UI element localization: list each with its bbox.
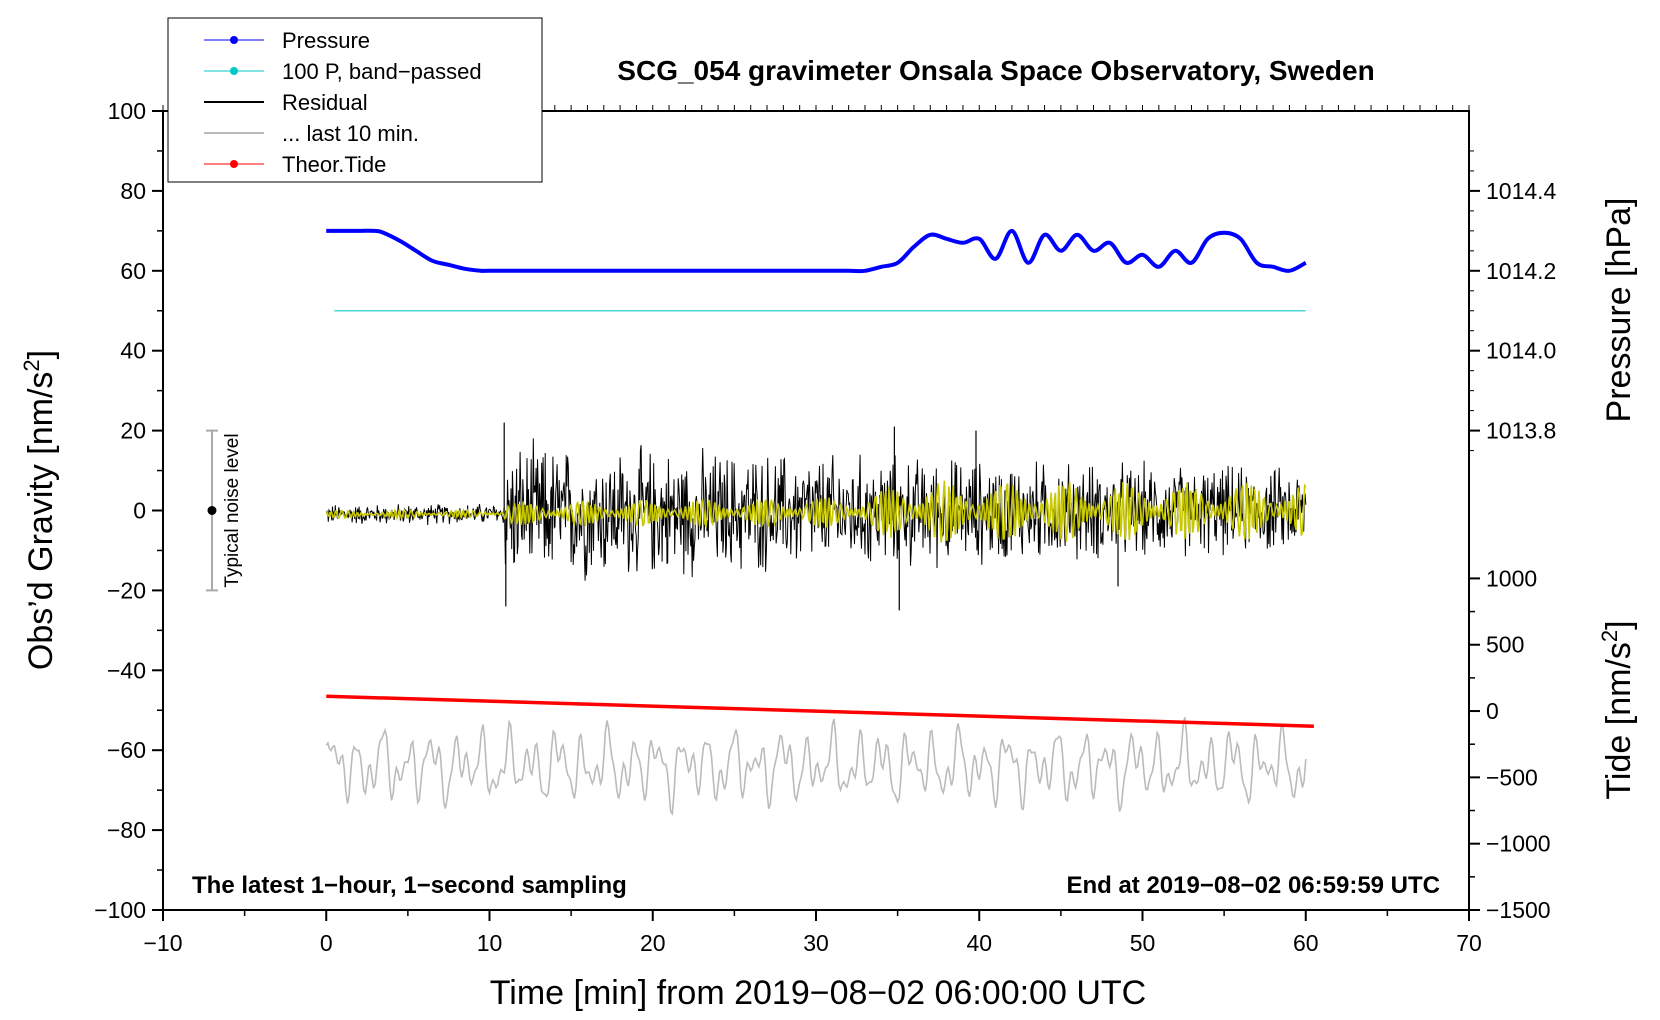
y-tick-label: 100 [108,98,146,124]
y-tick-label: 40 [120,338,146,364]
y-tick-label: −80 [107,817,146,843]
pressure-tick-label: 1014.2 [1486,258,1556,284]
tide-axis-title: Tide [nm/s2] [1597,620,1638,799]
legend-label: ... last 10 min. [282,121,419,146]
y-tick-label: −100 [94,897,146,923]
legend: Pressure 100 P, band−passed Residual ... la… [167,17,543,183]
x-tick-label: 20 [640,930,666,956]
theor-tide-line [326,694,1314,728]
tide-tick-label: 0 [1486,698,1499,724]
x-tick-label: 60 [1293,930,1319,956]
tide-axis-title-end: ] [1600,620,1638,629]
y-axis-title-sup: 2 [19,359,44,371]
tide-tick-label: 1000 [1486,565,1537,591]
x-tick-label: 30 [803,930,829,956]
x-tick-label: 70 [1456,930,1482,956]
noise-level-label: Typical noise level [222,433,243,587]
y-tick-label: −40 [107,657,146,683]
legend-label: Pressure [282,28,370,53]
pressure-line [326,228,1307,274]
tide-axis-title-main: Tide [nm/s [1600,642,1638,799]
pressure-tick-label: 1014.0 [1486,338,1556,364]
legend-label: Theor.Tide [282,152,386,177]
legend-box [167,17,543,183]
residual-line [325,438,1307,581]
tide-tick-label: −500 [1486,764,1538,790]
legend-marker [230,160,238,168]
noise-level-indicator: Typical noise level [205,429,243,592]
x-tick-label: 40 [966,930,992,956]
pressure-axis-title: Pressure [hPa] [1600,198,1638,423]
tide-tick-label: −1500 [1486,897,1551,923]
y-tick-label: 80 [120,178,146,204]
pressure-tick-label: 1013.8 [1486,418,1556,444]
y-axis-title-end: ] [22,350,60,359]
y-tick-label: 20 [120,418,146,444]
axis-ticks: −10 0 10 20 30 40 50 60 70100806040200−20−40−60−… [94,98,1556,956]
annotation-sampling: The latest 1−hour, 1−second sampling [192,872,627,899]
y-axis-title-main: Obs’d Gravity [nm/s [22,372,60,671]
x-tick-label: 10 [477,930,503,956]
tide-axis-title-sup: 2 [1597,630,1622,642]
x-tick-label: 0 [320,930,333,956]
tide-tick-label: 500 [1486,632,1524,658]
x-axis-title: Time [min] from 2019−08−02 06:00:00 UTC [490,974,1146,1012]
x-tick-label: −10 [143,930,182,956]
last-10-min-line [325,717,1307,816]
tide-tick-label: −1000 [1486,831,1551,857]
chart-title: SCG_054 gravimeter Onsala Space Observat… [617,55,1374,86]
legend-marker [230,36,238,44]
annotation-end-time: End at 2019−08−02 06:59:59 UTC [1066,872,1440,899]
legend-label: Residual [282,90,368,115]
noise-bar-center-dot [207,506,217,515]
y-tick-label: −20 [107,577,146,603]
y-tick-label: −60 [107,737,146,763]
series-layer [325,228,1314,816]
x-tick-label: 50 [1130,930,1156,956]
y-tick-label: 60 [120,258,146,284]
y-tick-label: 0 [133,498,146,524]
legend-label: 100 P, band−passed [282,59,482,84]
y-axis-title: Obs’d Gravity [nm/s2] [19,350,60,670]
legend-marker [230,67,238,75]
filtered-residual-line [325,480,1307,543]
pressure-tick-label: 1014.4 [1486,178,1557,204]
